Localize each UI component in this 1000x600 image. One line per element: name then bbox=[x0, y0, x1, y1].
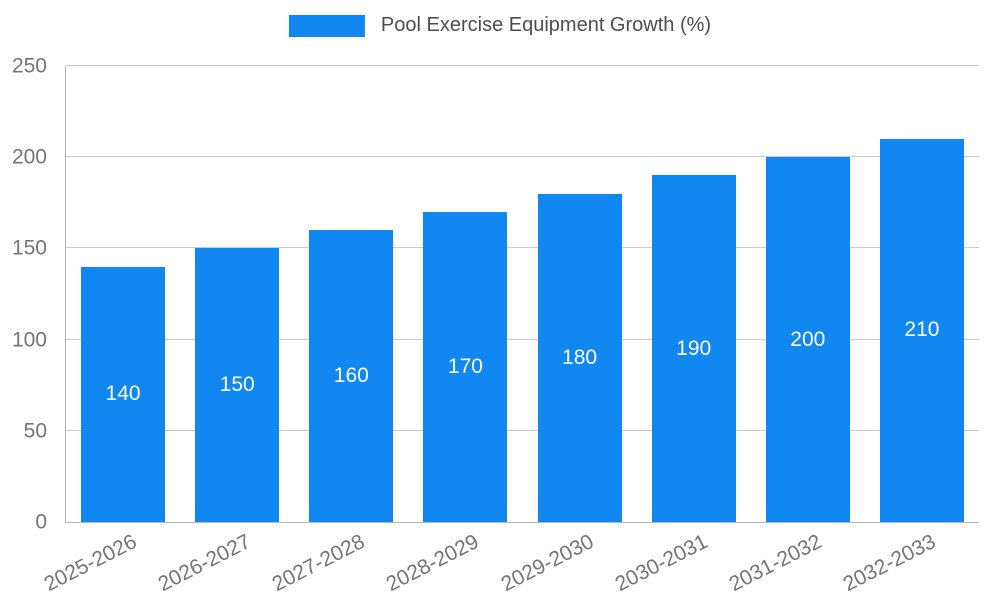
y-axis-tick-label: 50 bbox=[23, 419, 47, 443]
bar-value-label: 200 bbox=[790, 327, 826, 351]
y-axis-tick-label: 250 bbox=[11, 54, 47, 78]
x-axis-tick-label: 2028-2029 bbox=[382, 530, 483, 597]
x-axis-tick-label: 2025-2026 bbox=[40, 530, 141, 597]
bar[interactable]: 210 bbox=[879, 138, 964, 522]
bar-value-label: 190 bbox=[676, 336, 712, 360]
bar[interactable]: 200 bbox=[765, 157, 850, 522]
x-axis-tick-label: 2032-2033 bbox=[839, 530, 940, 597]
bar[interactable]: 150 bbox=[195, 248, 280, 522]
chart-legend: Pool Exercise Equipment Growth (%) bbox=[288, 14, 712, 37]
gridline bbox=[66, 65, 979, 66]
legend-label: Pool Exercise Equipment Growth (%) bbox=[380, 14, 712, 36]
x-axis-tick-label: 2031-2032 bbox=[725, 530, 826, 597]
x-axis-tick-label: 2026-2027 bbox=[154, 530, 255, 597]
bar[interactable]: 160 bbox=[309, 230, 394, 522]
legend-swatch-icon bbox=[288, 14, 365, 37]
bar-value-label: 150 bbox=[219, 373, 255, 397]
y-axis-tick-label: 100 bbox=[11, 328, 47, 352]
gridline bbox=[66, 156, 979, 158]
y-axis-tick-label: 0 bbox=[35, 510, 47, 534]
bar-value-label: 180 bbox=[562, 345, 598, 369]
bar[interactable]: 170 bbox=[423, 211, 508, 522]
x-axis-tick-label: 2029-2030 bbox=[497, 530, 598, 597]
x-axis-tick-label: 2030-2031 bbox=[611, 530, 712, 597]
bar-value-label: 170 bbox=[447, 354, 483, 378]
bar-value-label: 160 bbox=[333, 364, 369, 388]
y-axis-tick-label: 200 bbox=[11, 145, 47, 169]
bar[interactable]: 180 bbox=[537, 193, 622, 522]
bar-value-label: 210 bbox=[904, 318, 940, 342]
y-axis: 0 50 100 150 200 250 bbox=[0, 56, 55, 533]
gridline bbox=[66, 338, 979, 340]
bar-value-label: 140 bbox=[105, 382, 141, 406]
x-axis: 2025-2026 2026-2027 2027-2028 2028-2029 2029… bbox=[41, 530, 978, 600]
x-axis-tick-label: 2027-2028 bbox=[268, 530, 369, 597]
bar[interactable]: 190 bbox=[651, 175, 736, 522]
gridline bbox=[66, 247, 979, 249]
bar[interactable]: 140 bbox=[81, 266, 166, 522]
y-axis-tick-label: 150 bbox=[11, 236, 47, 260]
gridline bbox=[66, 429, 979, 431]
plot-area: 140 150 160 170 180 190 200 210 bbox=[65, 65, 979, 523]
